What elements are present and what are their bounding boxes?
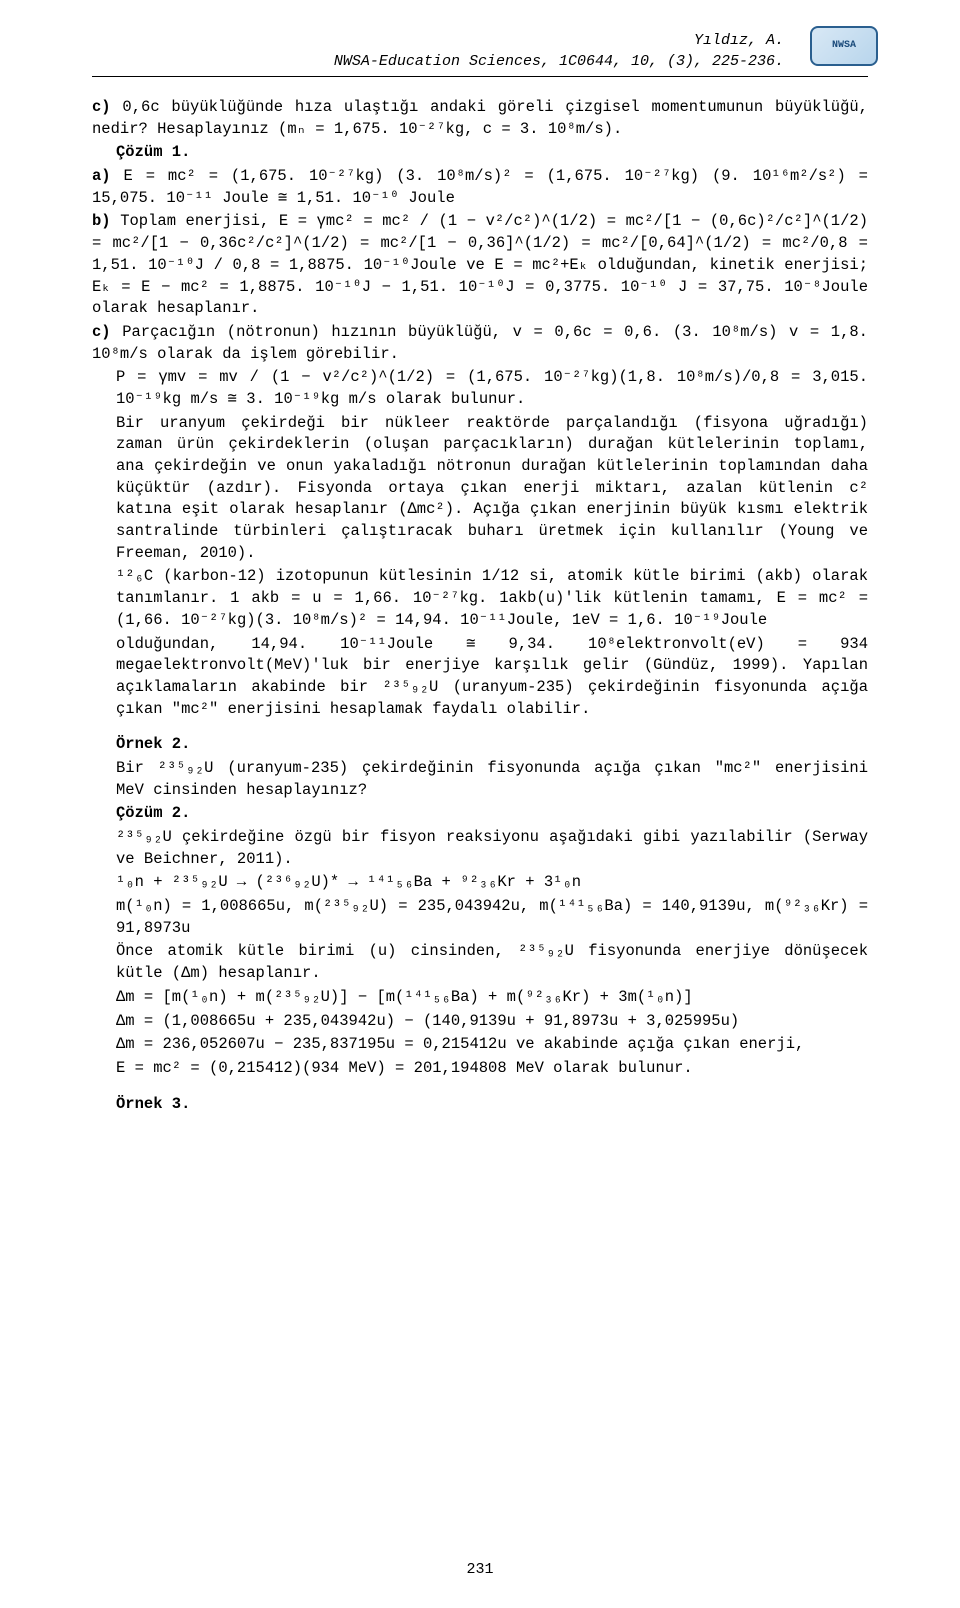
page-number: 231 (466, 1559, 493, 1580)
carbon12-paragraph: ¹²₆C (karbon-12) izotopunun kütlesinin 1… (92, 566, 868, 631)
header-journal: NWSA-Education Sciences, 1C0644, 10, (3)… (92, 51, 868, 72)
emc2-final: E = mc² = (0,215412)(934 MeV) = 201,1948… (92, 1058, 868, 1080)
ornek-3-heading: Örnek 3. (92, 1094, 868, 1116)
momentum-formula: P = γmv = mv / (1 − v²/c²)^(1/2) = (1,67… (92, 367, 868, 410)
item-b-text: Toplam enerjisi, E = γmc² = mc² / (1 − v… (92, 212, 868, 317)
label-c: c) (92, 98, 111, 116)
cozum-2-text: ²³⁵₉₂U çekirdeğine özgü bir fisyon reaks… (92, 827, 868, 870)
once-text: Önce atomik kütle birimi (u) cinsinden, … (92, 941, 868, 984)
item-c-text: 0,6c büyüklüğünde hıza ulaştığı andaki g… (92, 98, 868, 138)
page-content: c) 0,6c büyüklüğünde hıza ulaştığı andak… (92, 97, 868, 1115)
item-a-text: E = mc² = (1,675. 10⁻²⁷kg) (3. 10⁸m/s)² … (92, 167, 868, 207)
item-c2: c) Parçacığın (nötronun) hızının büyüklü… (92, 322, 868, 365)
delta-m-1: Δm = [m(¹₀n) + m(²³⁵₉₂U)] − [m(¹⁴¹₅₆Ba) … (92, 987, 868, 1009)
item-c-question: c) 0,6c büyüklüğünde hıza ulaştığı andak… (92, 97, 868, 140)
journal-logo-icon: NWSA (810, 26, 878, 66)
item-b: b) Toplam enerjisi, E = γmc² = mc² / (1 … (92, 211, 868, 319)
header-author: Yıldız, A. (92, 30, 868, 51)
cozum-2-heading: Çözüm 2. (92, 803, 868, 825)
oldugundan-paragraph: olduğundan, 14,94. 10⁻¹¹Joule ≅ 9,34. 10… (92, 634, 868, 721)
header-rule (92, 76, 868, 77)
ornek-2-text: Bir ²³⁵₉₂U (uranyum-235) çekirdeğinin fi… (92, 758, 868, 801)
logo-text: NWSA (832, 39, 856, 53)
cozum-1-heading: Çözüm 1. (92, 142, 868, 164)
item-c2-text: Parçacığın (nötronun) hızının büyüklüğü,… (92, 323, 868, 363)
ornek-2-heading: Örnek 2. (92, 734, 868, 756)
cozum-1-label: Çözüm 1. (116, 143, 190, 161)
masses-line: m(¹₀n) = 1,008665u, m(²³⁵₉₂U) = 235,0439… (92, 896, 868, 939)
label-b: b) (92, 212, 111, 230)
cozum-2-label: Çözüm 2. (116, 804, 190, 822)
item-a: a) E = mc² = (1,675. 10⁻²⁷kg) (3. 10⁸m/s… (92, 166, 868, 209)
delta-m-3: Δm = 236,052607u − 235,837195u = 0,21541… (92, 1034, 868, 1056)
label-c2: c) (92, 323, 111, 341)
fission-reaction: ¹₀n + ²³⁵₉₂U → (²³⁶₉₂U)* → ¹⁴¹₅₆Ba + ⁹²₃… (92, 872, 868, 894)
label-a: a) (92, 167, 111, 185)
page-header: Yıldız, A. NWSA-Education Sciences, 1C06… (92, 30, 868, 72)
delta-m-2: Δm = (1,008665u + 235,043942u) − (140,91… (92, 1011, 868, 1033)
uranium-paragraph: Bir uranyum çekirdeği bir nükleer reaktö… (92, 413, 868, 565)
